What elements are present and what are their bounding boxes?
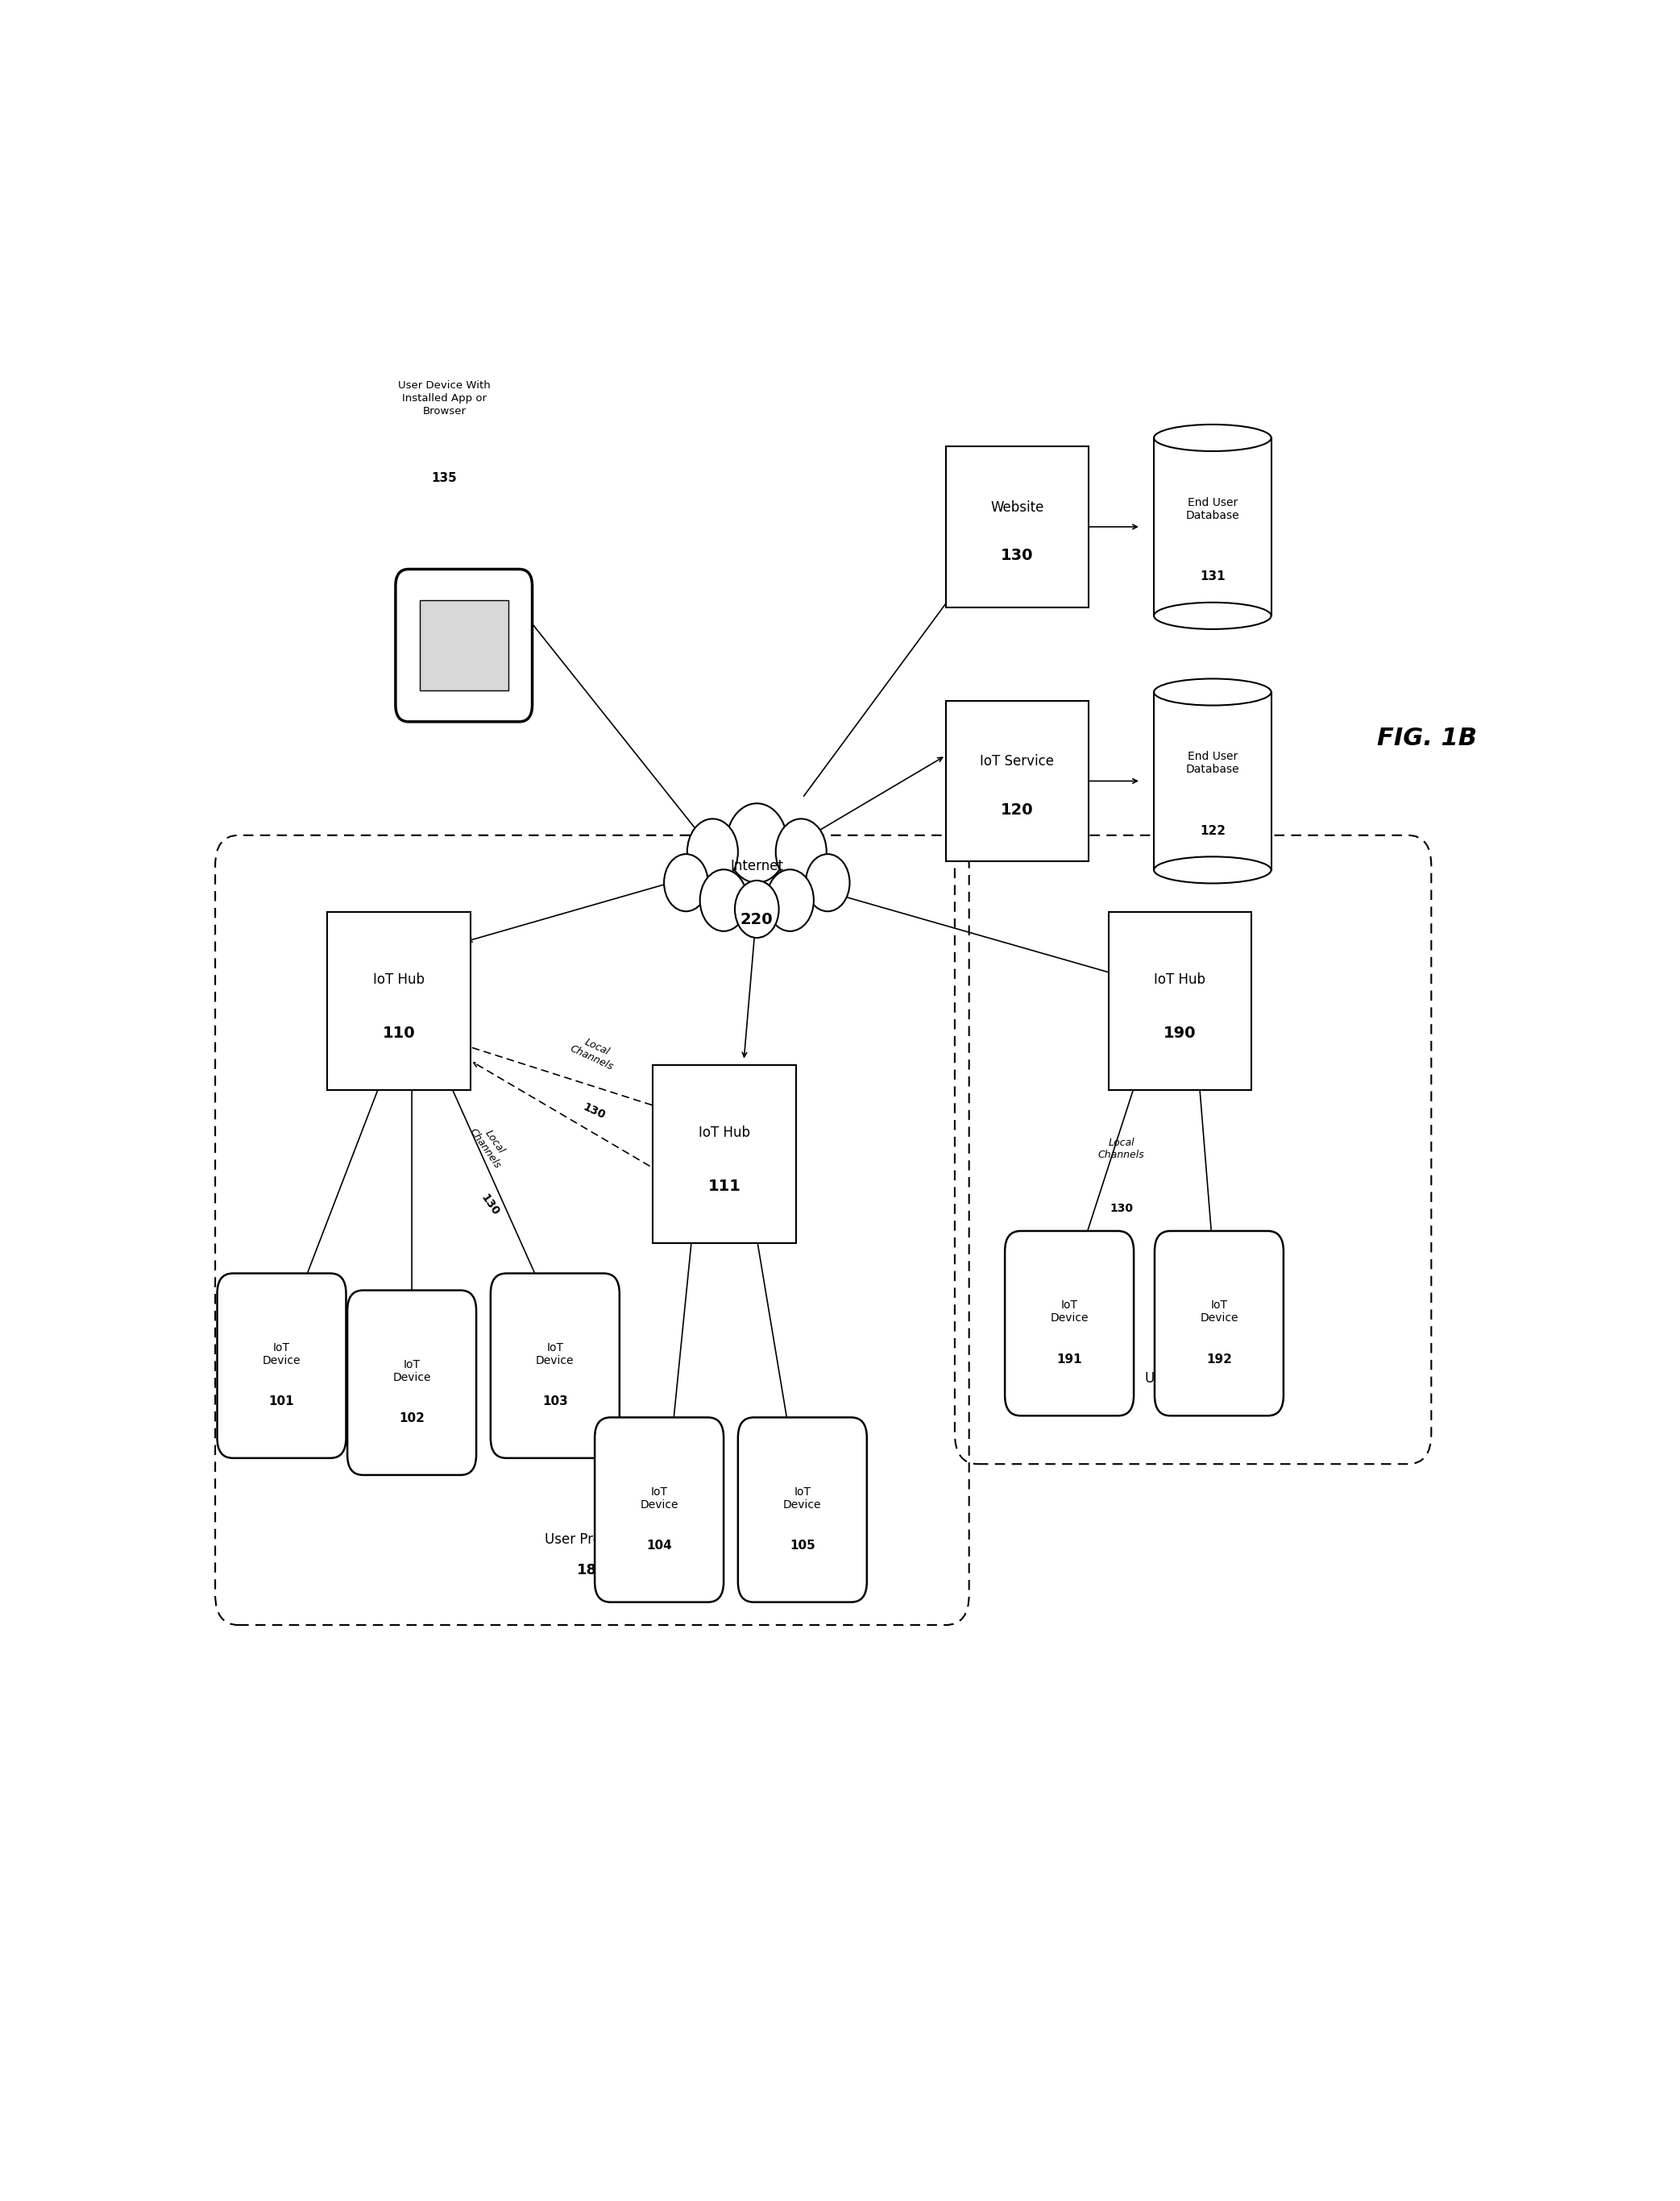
Text: FIG. 1B: FIG. 1B	[1378, 726, 1477, 751]
Text: Local
Channels: Local Channels	[467, 1120, 512, 1171]
FancyBboxPatch shape	[946, 447, 1089, 607]
Circle shape	[806, 854, 850, 911]
Text: 190: 190	[1164, 1026, 1196, 1041]
Text: 220: 220	[741, 913, 773, 927]
Text: 103: 103	[543, 1395, 568, 1409]
Ellipse shape	[1154, 603, 1272, 629]
Text: 130: 130	[479, 1193, 501, 1217]
Circle shape	[776, 819, 827, 885]
Circle shape	[734, 880, 780, 938]
FancyBboxPatch shape	[1109, 913, 1252, 1089]
Text: IoT
Device: IoT Device	[1050, 1299, 1089, 1325]
Text: 191: 191	[1057, 1354, 1082, 1365]
FancyBboxPatch shape	[1005, 1230, 1134, 1415]
Text: IoT
Device: IoT Device	[536, 1343, 575, 1367]
Text: 181: 181	[1178, 1402, 1208, 1417]
Circle shape	[766, 869, 813, 931]
FancyBboxPatch shape	[395, 570, 533, 722]
Text: 192: 192	[1206, 1354, 1231, 1365]
Circle shape	[726, 803, 788, 883]
Text: 180: 180	[576, 1563, 606, 1578]
FancyBboxPatch shape	[1154, 691, 1272, 869]
Text: End User
Database: End User Database	[1186, 497, 1240, 522]
Ellipse shape	[1154, 678, 1272, 704]
Text: Local
Channels: Local Channels	[1099, 1138, 1144, 1160]
Text: 110: 110	[383, 1026, 415, 1041]
Text: End User
Database: End User Database	[1186, 751, 1240, 775]
FancyBboxPatch shape	[595, 1417, 724, 1602]
Circle shape	[664, 854, 707, 911]
FancyBboxPatch shape	[652, 1065, 796, 1244]
Text: 135: 135	[432, 473, 457, 484]
Text: IoT
Device: IoT Device	[393, 1358, 432, 1382]
Ellipse shape	[1154, 856, 1272, 883]
Text: IoT
Device: IoT Device	[1200, 1299, 1238, 1325]
Ellipse shape	[1154, 425, 1272, 451]
Text: 130: 130	[1001, 548, 1033, 563]
FancyBboxPatch shape	[217, 1274, 346, 1457]
Text: 122: 122	[1200, 825, 1225, 836]
FancyBboxPatch shape	[1154, 438, 1272, 616]
FancyBboxPatch shape	[491, 1274, 620, 1457]
Text: 105: 105	[790, 1541, 815, 1552]
FancyBboxPatch shape	[738, 1417, 867, 1602]
FancyBboxPatch shape	[1154, 1230, 1284, 1415]
Text: IoT
Device: IoT Device	[783, 1486, 822, 1510]
Text: Local
Channels: Local Channels	[568, 1032, 620, 1072]
Text: 131: 131	[1200, 570, 1225, 583]
Text: IoT Hub: IoT Hub	[699, 1125, 749, 1140]
FancyBboxPatch shape	[348, 1290, 475, 1475]
Circle shape	[701, 869, 748, 931]
Text: User Premises: User Premises	[1146, 1371, 1242, 1387]
Text: User Premises: User Premises	[544, 1532, 640, 1547]
FancyBboxPatch shape	[946, 700, 1089, 861]
Text: 130: 130	[1110, 1202, 1132, 1213]
FancyBboxPatch shape	[420, 601, 507, 691]
Text: Website: Website	[991, 500, 1043, 515]
Text: IoT
Device: IoT Device	[640, 1486, 679, 1510]
Text: 111: 111	[707, 1178, 741, 1193]
Text: Internet: Internet	[731, 858, 783, 874]
Text: IoT
Device: IoT Device	[262, 1343, 301, 1367]
Text: 101: 101	[269, 1395, 294, 1409]
Text: 102: 102	[398, 1413, 425, 1424]
Text: User Device With
Installed App or
Browser: User Device With Installed App or Browse…	[398, 381, 491, 416]
Text: 104: 104	[647, 1541, 672, 1552]
Text: 120: 120	[1001, 803, 1033, 817]
Text: IoT Service: IoT Service	[979, 755, 1055, 768]
FancyBboxPatch shape	[328, 913, 470, 1089]
Text: IoT Hub: IoT Hub	[373, 973, 425, 988]
Text: 130: 130	[581, 1100, 606, 1123]
Text: IoT Hub: IoT Hub	[1154, 973, 1206, 988]
Circle shape	[687, 819, 738, 885]
